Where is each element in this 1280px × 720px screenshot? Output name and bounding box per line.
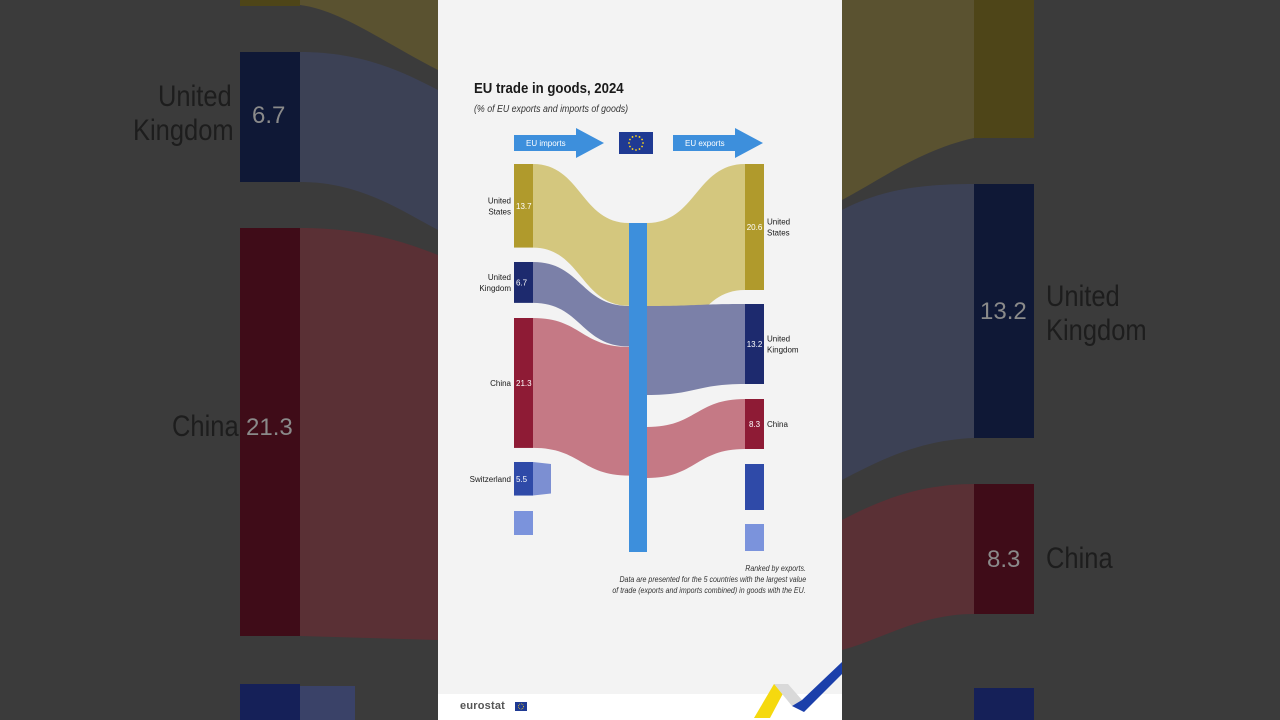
import-bar-fifth xyxy=(514,511,533,535)
imports-arrow xyxy=(514,128,604,158)
eu-flag-star xyxy=(631,148,634,150)
export-label-united_kingdom: United xyxy=(767,335,790,344)
chart-title: EU trade in goods, 2024 xyxy=(474,80,624,97)
export-flow-united_states xyxy=(647,164,745,347)
import-bar-switzerland xyxy=(514,462,533,496)
bg-label-right-1: United xyxy=(1046,280,1120,313)
import-value-united_kingdom: 6.7 xyxy=(516,278,528,287)
export-label-united_states: States xyxy=(767,229,790,238)
eu-flag-star xyxy=(638,136,641,138)
eu-flag-small-icon xyxy=(515,702,527,711)
bg-value-left-1: 6.7 xyxy=(252,102,286,129)
bg-label-right-3: China xyxy=(1046,542,1113,575)
import-flow-united_kingdom xyxy=(533,262,629,347)
bg-bar-china-right xyxy=(974,484,1034,614)
bg-bar-bottom-left xyxy=(240,684,300,720)
bg-flow-china-right xyxy=(842,484,974,650)
export-bar-united_states xyxy=(745,164,764,290)
export-label-united_kingdom: Kingdom xyxy=(767,346,799,355)
eu-flag-star xyxy=(629,145,631,148)
bg-value-right-1: 13.2 xyxy=(980,298,1027,325)
import-bar-united_kingdom xyxy=(514,262,533,303)
eu-flag-star xyxy=(641,138,643,141)
bg-flow-top-left xyxy=(300,0,438,70)
export-value-united_kingdom: 13.2 xyxy=(747,340,763,349)
bg-label-left-3: China xyxy=(172,410,239,443)
import-flow-switzerland xyxy=(533,462,551,496)
bg-flow-uk-left xyxy=(300,52,438,230)
import-label-united_kingdom: Kingdom xyxy=(479,284,511,293)
chart-note-2: Data are presented for the 5 countries w… xyxy=(619,575,806,584)
eu-flag-icon xyxy=(619,132,653,154)
export-label-united_states: United xyxy=(767,218,790,227)
export-bar-china xyxy=(745,399,764,449)
bg-flow-bottom-left xyxy=(300,686,355,720)
bg-bar-top-left xyxy=(240,0,300,6)
chart-note-3: of trade (exports and imports combined) … xyxy=(612,586,806,595)
bg-value-right-2: 8.3 xyxy=(987,546,1021,573)
import-bar-united_states xyxy=(514,164,533,248)
bg-flow-china-left xyxy=(300,228,438,640)
import-bar-china xyxy=(514,318,533,448)
bg-bar-china-left xyxy=(240,228,300,636)
eu-flag-star xyxy=(629,138,631,141)
bg-value-left-2: 21.3 xyxy=(246,414,293,441)
eu-flag-star xyxy=(631,136,634,138)
bg-label-left-2: Kingdom xyxy=(133,114,234,147)
bg-flow-uk-right xyxy=(842,184,974,480)
export-bar-fifth xyxy=(745,524,764,551)
imports-arrow-label: EU imports xyxy=(526,139,566,148)
eu-flag-star xyxy=(642,142,644,144)
chart-subtitle: (% of EU exports and imports of goods) xyxy=(474,104,629,115)
eu-flag-star xyxy=(635,135,637,137)
import-label-switzerland: Switzerland xyxy=(470,475,511,484)
import-value-united_states: 13.7 xyxy=(516,202,532,211)
eu-hub-bar xyxy=(629,223,647,552)
exports-arrow xyxy=(673,128,763,158)
chart-note-1: Ranked by exports. xyxy=(745,564,806,573)
sankey-chart: EU imports EU exports 13.7 United States 6.7 U… xyxy=(470,128,799,552)
bg-bar-top-right xyxy=(974,0,1034,138)
import-label-china: China xyxy=(490,379,511,388)
export-label-china: China xyxy=(767,420,788,429)
eu-flag-star xyxy=(638,148,641,150)
import-label-united_states: States xyxy=(488,207,511,216)
export-value-united_states: 20.6 xyxy=(747,223,763,232)
import-flow-united_states xyxy=(533,164,629,306)
eurostat-logo: eurostat xyxy=(460,700,505,712)
export-bar-fourth xyxy=(745,464,764,510)
eu-flag-star xyxy=(628,142,630,144)
export-flow-china xyxy=(647,399,745,478)
bg-label-left-1: United xyxy=(158,80,232,113)
bg-bar-uk-left xyxy=(240,52,300,182)
bg-flow-top-right xyxy=(842,0,974,200)
bg-label-right-2: Kingdom xyxy=(1046,314,1147,347)
import-value-china: 21.3 xyxy=(516,379,532,388)
infographic-card: EU trade in goods, 2024 (% of EU exports… xyxy=(438,0,842,720)
eu-flag-star xyxy=(641,145,643,148)
import-label-united_states: United xyxy=(488,196,511,205)
eu-flag-star xyxy=(635,149,637,151)
exports-arrow-label: EU exports xyxy=(685,139,725,148)
export-flow-united_kingdom xyxy=(647,304,745,395)
bg-bar-bottom-right xyxy=(974,688,1034,720)
export-bar-united_kingdom xyxy=(745,304,764,384)
decorative-ribbon-icon xyxy=(754,662,842,718)
import-value-switzerland: 5.5 xyxy=(516,475,528,484)
export-value-china: 8.3 xyxy=(749,420,761,429)
import-flow-china xyxy=(533,318,629,476)
import-label-united_kingdom: United xyxy=(488,273,511,282)
bg-bar-uk-right xyxy=(974,184,1034,438)
